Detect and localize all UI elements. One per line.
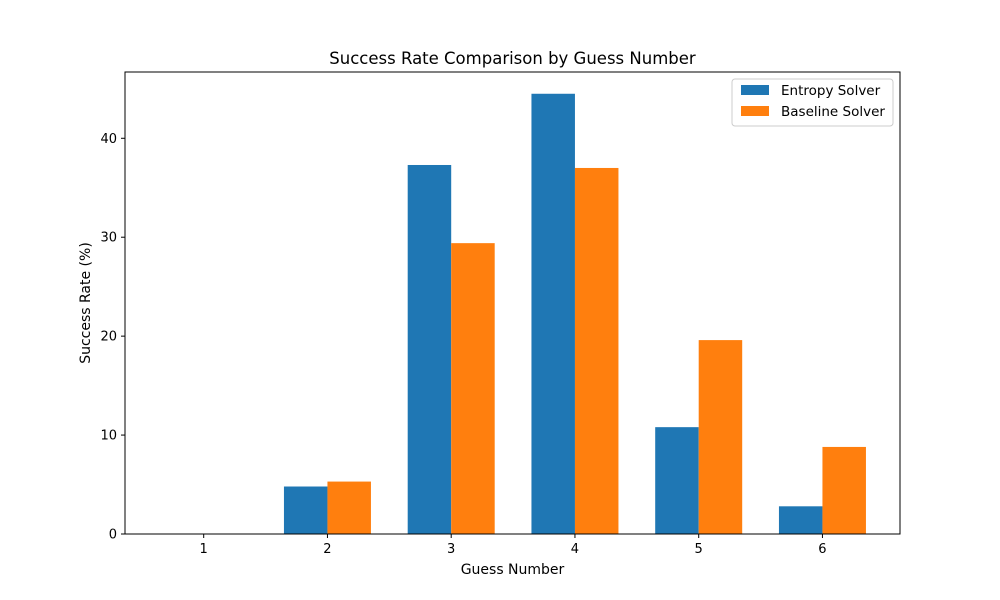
y-tick-label-0: 0 <box>109 528 117 543</box>
bar-baseline-guess-6 <box>822 446 866 534</box>
bar-baseline-guess-4 <box>574 167 619 534</box>
legend-swatch-baseline <box>741 106 769 116</box>
y-tick-label-40: 40 <box>100 132 117 147</box>
x-tick-label-1: 1 <box>200 542 208 557</box>
bar-baseline-guess-2 <box>327 481 371 534</box>
x-tick-label-6: 6 <box>818 542 826 557</box>
y-axis-label: Success Rate (%) <box>78 242 94 364</box>
y-tick-label-20: 20 <box>100 330 117 345</box>
x-tick-label-4: 4 <box>571 542 579 557</box>
x-tick-label-5: 5 <box>695 542 703 557</box>
legend-box <box>731 78 894 127</box>
y-tick-label-10: 10 <box>100 429 117 444</box>
bar-baseline-guess-5 <box>698 340 743 534</box>
bar-entropy-guess-6 <box>778 506 823 534</box>
chart-title: Success Rate Comparison by Guess Number <box>329 49 696 68</box>
legend-label-entropy: Entropy Solver <box>781 83 881 99</box>
bar-baseline-guess-3 <box>451 243 495 534</box>
x-tick-label-3: 3 <box>447 542 455 557</box>
plot-frame <box>124 71 901 535</box>
legend: Entropy Solver Baseline Solver <box>731 78 894 127</box>
bar-entropy-guess-2 <box>283 486 328 534</box>
bars-layer <box>283 93 866 535</box>
legend-swatch-entropy <box>741 85 769 95</box>
bar-entropy-guess-4 <box>531 93 575 534</box>
y-axis: 0 10 20 30 40 <box>100 132 125 543</box>
bar-entropy-guess-5 <box>655 427 699 534</box>
x-axis: 1 2 3 4 5 6 <box>200 534 827 557</box>
legend-label-baseline: Baseline Solver <box>781 104 885 120</box>
x-tick-label-2: 2 <box>323 542 331 557</box>
y-tick-label-30: 30 <box>100 231 117 246</box>
bar-entropy-guess-3 <box>407 164 452 535</box>
x-axis-label: Guess Number <box>461 562 565 578</box>
